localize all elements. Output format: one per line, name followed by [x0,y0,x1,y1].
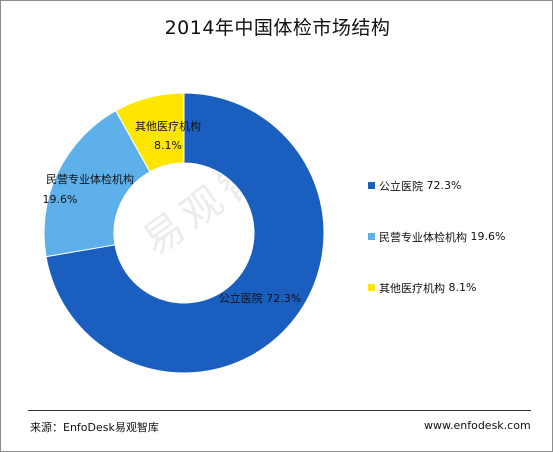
legend-item-public-hospital: 公立医院 72.3% [368,178,505,193]
slice-label-other-medical: 8.1% [154,139,182,152]
legend-value: 72.3% [426,179,462,192]
legend-label: 其他医疗机构 [379,281,445,295]
legend-swatch [368,233,375,240]
footer-divider [28,410,531,411]
source-text: 来源：EnfoDesk易观智库 [30,421,159,434]
legend-item-private-clinic: 民营专业体检机构 19.6% [368,229,505,244]
legend-swatch [368,284,375,291]
website-text: www.enfodesk.com [424,419,531,432]
legend-item-other-medical: 其他医疗机构 8.1% [368,280,505,295]
slice-label-private-clinic: 民营专业体检机构 [46,172,134,186]
legend-label: 民营专业体检机构 [379,230,467,244]
slice-private-clinic [43,110,151,258]
legend-label: 公立医院 [379,179,423,193]
chart-legend: 公立医院 72.3% 民营专业体检机构 19.6% 其他医疗机构 8.1% [368,178,505,331]
slice-public-hospital [45,92,325,374]
legend-swatch [368,182,375,189]
legend-value: 8.1% [448,281,477,294]
chart-title: 2014年中国体检市场结构 [164,17,391,39]
slice-label-private-clinic: 19.6% [43,193,78,206]
slice-label-public-hospital: 公立医院 72.3% [219,291,301,305]
slice-other-medical [115,92,185,173]
slice-label-other-medical: 其他医疗机构 [135,119,201,133]
legend-value: 19.6% [470,230,506,243]
